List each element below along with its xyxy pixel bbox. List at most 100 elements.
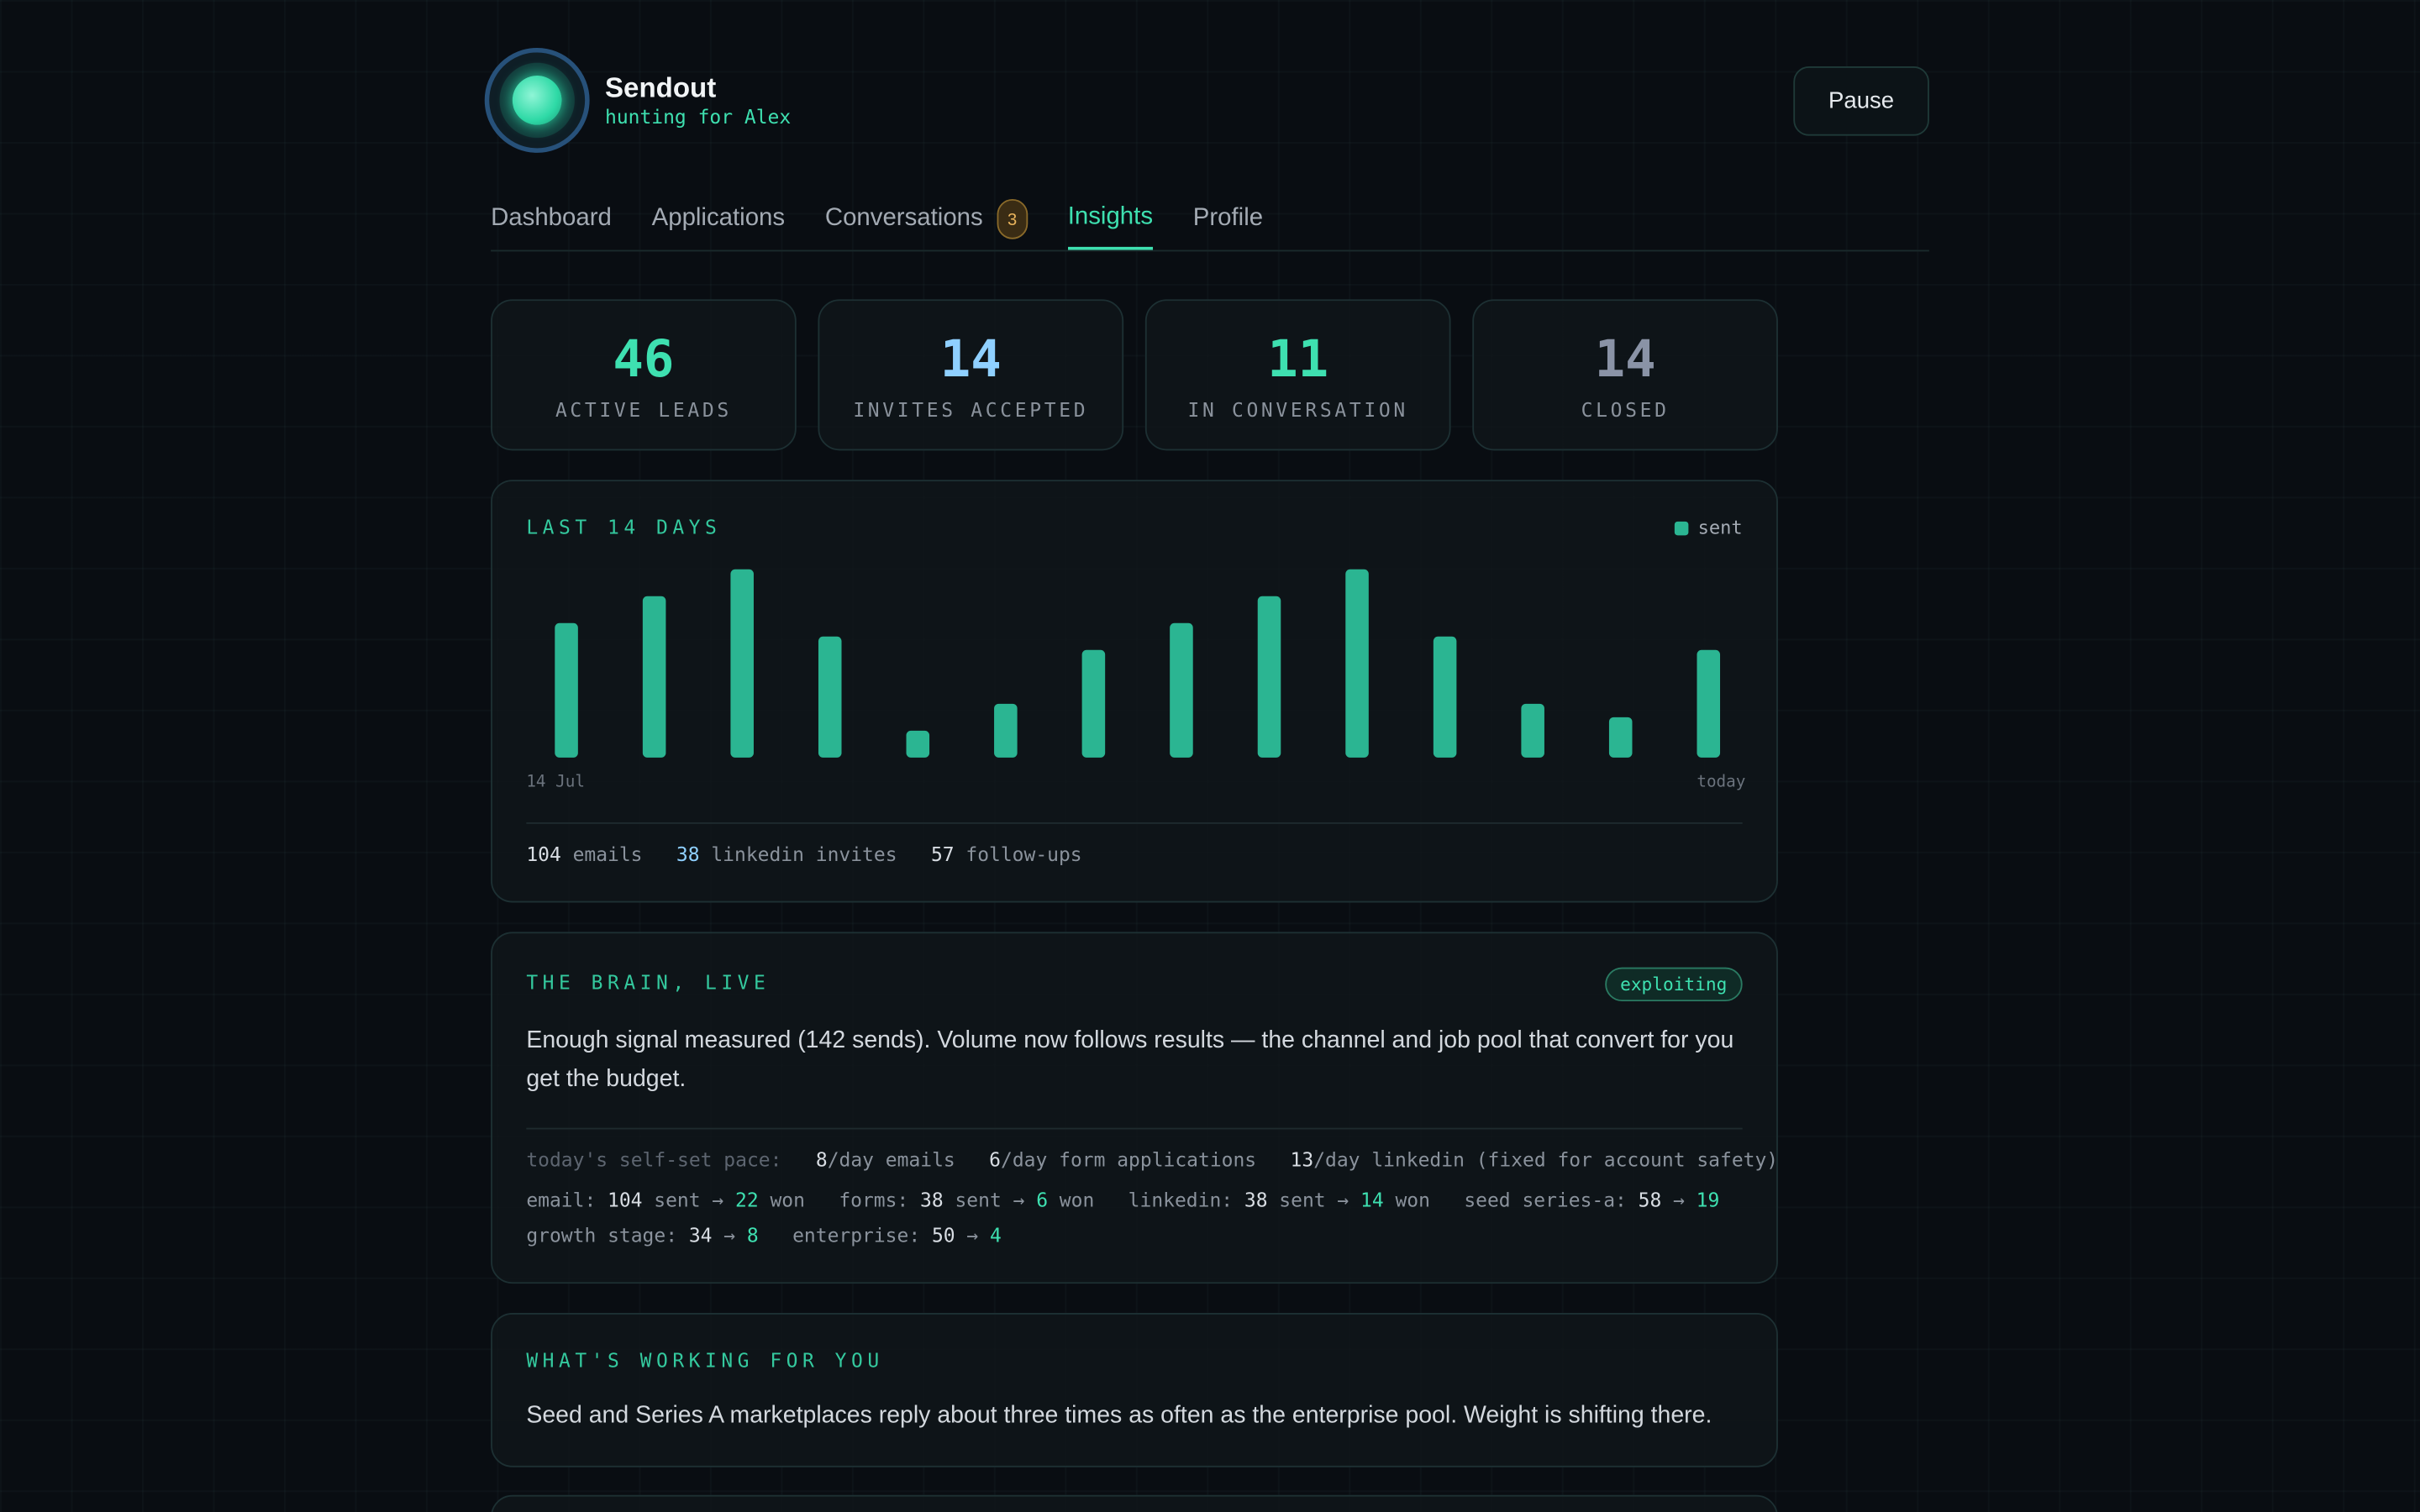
nav: Dashboard Applications Conversations 3 Insig… — [491, 188, 1263, 250]
metric-token: 104 — [608, 1188, 643, 1211]
pace-unit: /day linkedin (fixed for account safety) — [1313, 1147, 1779, 1172]
metric-group: email: 104 sent → 22 won — [526, 1188, 805, 1211]
metric-token: won — [1395, 1188, 1430, 1211]
nav-label: Dashboard — [491, 205, 612, 232]
metric-row: growth stage: 34 → 8 enterprise: 50 → 4 — [526, 1224, 1002, 1247]
metric-token: won — [1059, 1188, 1095, 1211]
logo-core — [512, 76, 562, 125]
nav-item[interactable]: Profile — [1193, 188, 1263, 249]
stat-label: IN CONVERSATION — [1187, 397, 1408, 422]
stat-card: 14 INVITES ACCEPTED — [818, 299, 1124, 451]
pace-item: 13/day linkedin (fixed for account safet… — [1291, 1148, 1779, 1172]
divider — [526, 822, 1743, 824]
metric-group: seed series-a: 58 → 19 — [1464, 1188, 1719, 1211]
working-card: WHAT'S WORKING FOR YOU Seed and Series A… — [491, 1313, 1778, 1467]
stat-value: 14 — [1594, 328, 1656, 389]
pace-value: 8 — [815, 1147, 828, 1172]
bar — [994, 703, 1018, 758]
bar — [555, 622, 578, 758]
stat-value: 46 — [613, 328, 675, 389]
brain-summary: Enough signal measured (142 sends). Volu… — [526, 1027, 1734, 1093]
metric-group: enterprise: 50 → 4 — [792, 1224, 1002, 1247]
metric-token: sent → — [955, 1188, 1025, 1211]
nav-label: Conversations — [824, 205, 983, 232]
metric-token: growth stage: — [526, 1223, 678, 1247]
metric-token: sent → — [1279, 1188, 1349, 1211]
bar — [906, 730, 930, 758]
chart-title: LAST 14 DAYS — [526, 515, 722, 539]
working-title: WHAT'S WORKING FOR YOU — [526, 1348, 884, 1372]
total-label: follow-ups — [965, 842, 1082, 866]
bar — [1257, 596, 1281, 758]
metric-token: 38 — [1244, 1188, 1268, 1211]
activity-totals: 104 emails 38 linkedin invites 57 follow-ups — [526, 843, 1081, 866]
legend: sent — [1675, 517, 1743, 538]
stat-value: 14 — [939, 328, 1002, 389]
nav-label: Profile — [1192, 205, 1264, 232]
pace-row: today's self-set pace: 8/day emails 6/day … — [526, 1148, 1778, 1172]
stat-label: INVITES ACCEPTED — [853, 397, 1089, 422]
pace-value: 13 — [1290, 1147, 1314, 1172]
bar — [730, 569, 754, 758]
metric-token: 50 — [931, 1223, 955, 1247]
total-value: 104 — [526, 842, 561, 866]
bar — [1608, 717, 1633, 758]
bar — [818, 636, 842, 758]
stats: 46 ACTIVE LEADS 14 INVITES ACCEPTED 11 IN CON… — [491, 299, 1778, 451]
total-label: linkedin invites — [711, 842, 897, 866]
activity-card: LAST 14 DAYS sent 14 Jul today 104 emails 3… — [491, 480, 1778, 903]
metric-token: → — [966, 1223, 979, 1247]
next-card — [491, 1494, 1778, 1512]
metric-group: growth stage: 34 → 8 — [526, 1224, 758, 1247]
bar — [1521, 703, 1544, 758]
bar — [1081, 649, 1106, 758]
total: 104 emails — [526, 843, 642, 866]
bar — [1433, 636, 1457, 758]
metric-token: sent → — [654, 1188, 724, 1211]
chart: 14 Jul today — [526, 569, 1745, 791]
nav-item[interactable]: Insights — [1067, 188, 1154, 250]
brain-title: THE BRAIN, LIVE — [526, 970, 771, 994]
legend-label: sent — [1697, 517, 1743, 539]
stat-card: 14 CLOSED — [1472, 299, 1778, 451]
metric-token: 22 — [735, 1188, 759, 1211]
bar — [1697, 649, 1721, 758]
metric-row: email: 104 sent → 22 won forms: 38 sent → 6 won li… — [526, 1188, 1719, 1211]
logo — [484, 47, 590, 153]
app-subtitle: hunting for Alex — [605, 104, 792, 129]
pace-value: 6 — [989, 1147, 1002, 1172]
metric-token: 19 — [1696, 1188, 1720, 1211]
stat-value: 11 — [1267, 328, 1329, 389]
bar — [642, 596, 666, 758]
pace-label: today's self-set pace: — [526, 1147, 782, 1172]
stat-label: CLOSED — [1581, 397, 1670, 422]
metric-token: → — [723, 1223, 736, 1247]
nav-badge: 3 — [997, 198, 1028, 239]
metric-token: 8 — [746, 1223, 759, 1247]
total-value: 57 — [930, 842, 955, 866]
nav-label: Insights — [1067, 203, 1154, 230]
pace-unit: /day emails — [827, 1147, 955, 1172]
nav-item[interactable]: Conversations 3 — [825, 188, 1028, 249]
metric-token: seed series-a: — [1464, 1188, 1627, 1211]
working-text: Seed and Series A marketplaces reply abo… — [526, 1402, 1712, 1429]
metric-token: enterprise: — [792, 1223, 921, 1247]
status-pill: exploiting — [1604, 967, 1743, 1002]
legend-swatch — [1675, 520, 1689, 535]
nav-item[interactable]: Dashboard — [491, 188, 612, 249]
stat-card: 11 IN CONVERSATION — [1144, 299, 1451, 451]
stat-label: ACTIVE LEADS — [555, 397, 732, 422]
nav-label: Applications — [651, 205, 786, 232]
divider — [526, 1127, 1743, 1130]
bar — [1345, 569, 1369, 758]
metric-token: 6 — [1036, 1188, 1049, 1211]
x-tick-label: today — [1697, 772, 1745, 791]
pace-item: 6/day form applications — [989, 1148, 1256, 1172]
metric-token: 4 — [990, 1223, 1002, 1247]
metric-token: 14 — [1360, 1188, 1384, 1211]
metric-group: forms: 38 sent → 6 won — [839, 1188, 1094, 1211]
pause-button[interactable]: Pause — [1793, 66, 1929, 136]
nav-item[interactable]: Applications — [652, 188, 785, 249]
stat-card: 46 ACTIVE LEADS — [491, 299, 797, 451]
